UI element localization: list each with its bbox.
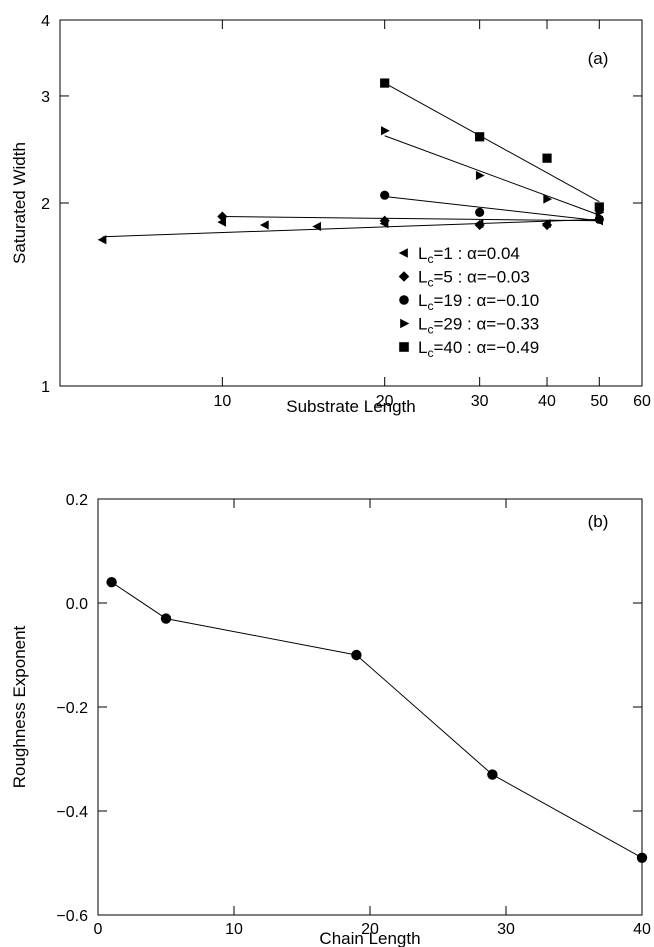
data-point-series-3 bbox=[475, 170, 485, 181]
fit-line-series-1 bbox=[222, 216, 600, 222]
x-tick-label: 20 bbox=[361, 921, 379, 938]
x-tick-label: 40 bbox=[538, 393, 556, 410]
data-point-series-3 bbox=[381, 126, 390, 136]
y-tick-label: −0.4 bbox=[56, 804, 88, 821]
legend-label-series-4: Lc=40 : α=−0.49 bbox=[418, 338, 539, 360]
y-tick-label: 3 bbox=[41, 89, 50, 106]
panel-a-fit-lines bbox=[102, 82, 600, 238]
x-tick-label: 60 bbox=[633, 393, 651, 410]
data-point-series-0 bbox=[312, 221, 321, 232]
legend-label-series-1: Lc=5 : α=−0.03 bbox=[418, 268, 530, 290]
legend-marker-series-4 bbox=[399, 342, 409, 352]
y-tick-label: 4 bbox=[41, 13, 50, 30]
panel-b-plot-frame bbox=[97, 498, 643, 916]
legend-label-series-2: Lc=19 : α=−0.10 bbox=[418, 291, 539, 313]
series-line-segment bbox=[492, 774, 643, 859]
x-tick-label: 30 bbox=[497, 921, 515, 938]
series-line-segment bbox=[356, 654, 493, 775]
panel-b-y-axis-label: Roughness Exponent bbox=[10, 625, 29, 788]
data-point-series-2 bbox=[594, 214, 604, 224]
legend-label-series-3: Lc=29 : α=−0.33 bbox=[418, 315, 539, 337]
y-tick-label: −0.2 bbox=[56, 700, 88, 717]
data-point bbox=[106, 577, 117, 588]
legend-marker-series-1 bbox=[398, 271, 410, 282]
data-point-series-1 bbox=[474, 219, 485, 231]
data-point-series-4 bbox=[542, 153, 552, 163]
data-point-series-0 bbox=[259, 220, 269, 230]
legend-marker-series-2 bbox=[399, 295, 409, 305]
panel-b-label: (b) bbox=[588, 512, 609, 531]
panel-a: 10 20 30 40 50 60 1 2 3 4 (a) Substrate Length Sa… bbox=[10, 13, 651, 416]
x-tick-label: 20 bbox=[376, 393, 394, 410]
legend-marker-series-3 bbox=[400, 318, 410, 329]
y-tick-label: 0.2 bbox=[66, 492, 88, 509]
data-point-series-1 bbox=[541, 219, 553, 231]
panel-b-ticks: 0 10 20 30 40 −0.6 −0.4 −0.2 0.0 0.2 bbox=[56, 492, 651, 938]
data-point-series-1 bbox=[379, 215, 390, 226]
panel-b-x-axis-label: Chain Length bbox=[319, 929, 420, 947]
x-tick-label: 50 bbox=[590, 393, 608, 410]
y-tick-label: −0.6 bbox=[56, 908, 88, 925]
series-line-segment bbox=[111, 581, 167, 620]
fit-line-series-3 bbox=[384, 135, 600, 216]
data-point bbox=[487, 769, 498, 780]
data-point-series-2 bbox=[380, 190, 390, 200]
x-tick-label: 10 bbox=[225, 921, 243, 938]
panel-a-x-axis-label: Substrate Length bbox=[286, 397, 415, 416]
y-tick-label: 2 bbox=[41, 196, 50, 213]
legend-label-series-0: Lc=1 : α=0.04 bbox=[418, 244, 520, 266]
data-point-series-2 bbox=[475, 207, 485, 218]
fit-line-series-0 bbox=[102, 218, 600, 238]
data-point bbox=[351, 649, 362, 661]
data-point bbox=[160, 613, 172, 624]
x-tick-label: 40 bbox=[633, 921, 651, 938]
series-line-segment bbox=[165, 618, 357, 656]
panel-a-plot-frame bbox=[59, 19, 643, 387]
panel-b: 0 10 20 30 40 −0.6 −0.4 −0.2 0.0 0.2 (b) Chain Le… bbox=[10, 492, 651, 947]
y-tick-label: 1 bbox=[41, 379, 50, 396]
fit-line-series-2 bbox=[384, 195, 600, 222]
fit-line-series-4 bbox=[384, 82, 600, 203]
panel-a-ticks: 10 20 30 40 50 60 1 2 3 4 bbox=[41, 13, 651, 410]
panel-b-connecting-lines bbox=[111, 581, 643, 859]
x-tick-label: 10 bbox=[213, 393, 231, 410]
data-point-series-1 bbox=[217, 211, 228, 222]
panel-a-data-points bbox=[97, 78, 605, 245]
x-tick-label: 30 bbox=[471, 393, 489, 410]
y-tick-label: 0.0 bbox=[66, 596, 88, 613]
data-point-series-4 bbox=[475, 132, 485, 142]
data-point-series-4 bbox=[594, 202, 604, 212]
x-tick-label: 0 bbox=[94, 921, 103, 938]
data-point-series-3 bbox=[543, 194, 553, 204]
panel-b-data-points bbox=[106, 577, 648, 863]
legend-marker-series-0 bbox=[398, 248, 408, 258]
data-point-series-0 bbox=[97, 235, 107, 245]
data-point-series-4 bbox=[380, 78, 390, 88]
panel-a-label: (a) bbox=[588, 49, 609, 68]
data-point bbox=[636, 852, 648, 863]
panel-a-y-axis-label: Saturated Width bbox=[10, 142, 29, 264]
